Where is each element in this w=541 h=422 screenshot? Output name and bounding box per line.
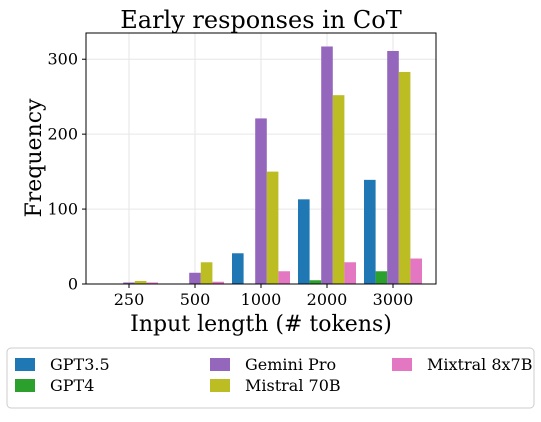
legend-label-gpt4: GPT4	[50, 376, 94, 395]
bar-mistral-70b-500	[200, 262, 213, 284]
bar-mixtral-8x7b-2000	[344, 262, 356, 284]
bar-mistral-70b-1000	[266, 171, 279, 284]
legend-swatch-mixtral-8x7b	[392, 358, 412, 371]
bar-mixtral-8x7b-500	[212, 281, 224, 284]
bar-gpt4-3000	[375, 271, 388, 284]
bar-mixtral-8x7b-250	[146, 282, 158, 284]
y-tick-label: 100	[47, 200, 78, 219]
legend-swatch-mistral-70b	[210, 379, 230, 392]
bars-layer	[123, 46, 422, 285]
legend-swatch-gemini-pro	[210, 358, 230, 371]
x-tick-label: 3000	[373, 290, 414, 309]
bar-gpt3-5-2000	[298, 199, 310, 284]
bar-mixtral-8x7b-1000	[278, 271, 290, 284]
y-tick-label: 200	[47, 125, 78, 144]
x-tick-label: 1000	[241, 290, 282, 309]
legend-swatch-gpt3-5	[15, 358, 35, 371]
legend-label-gpt3-5: GPT3.5	[50, 355, 110, 374]
bar-gemini-pro-3000	[387, 50, 399, 285]
x-axis-title: Input length (# tokens)	[130, 312, 392, 337]
bar-mistral-70b-2000	[332, 95, 345, 285]
ticks-layer: 0 100 200 300 250 500 1000 2000 3000	[47, 50, 413, 309]
y-axis-title: Frequency	[22, 98, 47, 218]
x-tick-label: 2000	[307, 290, 348, 309]
legend-label-mixtral-8x7b: Mixtral 8x7B	[427, 355, 532, 374]
bar-gpt4-2000	[309, 280, 322, 284]
y-tick-label: 0	[68, 275, 78, 294]
x-tick-label: 250	[114, 290, 145, 309]
legend-label-gemini-pro: Gemini Pro	[245, 355, 336, 374]
bar-gemini-pro-2000	[321, 46, 333, 284]
bar-gpt3-5-1000	[232, 253, 244, 284]
bar-mistral-70b-250	[134, 281, 147, 284]
bar-mixtral-8x7b-3000	[410, 258, 422, 284]
chart-title: Early responses in CoT	[120, 6, 401, 34]
bar-gemini-pro-500	[189, 272, 201, 284]
y-tick-label: 300	[47, 50, 78, 69]
legend-swatch-gpt4	[15, 379, 35, 392]
bar-gpt3-5-3000	[364, 179, 376, 284]
bar-gemini-pro-1000	[255, 118, 267, 285]
x-tick-label: 500	[180, 290, 211, 309]
bar-mistral-70b-3000	[398, 71, 411, 284]
legend-label-mistral-70b: Mistral 70B	[245, 376, 341, 395]
bar-gemini-pro-250	[123, 282, 135, 284]
legend: GPT3.5 GPT4 Gemini Pro Mistral 70B Mixtral 8…	[6, 347, 535, 409]
